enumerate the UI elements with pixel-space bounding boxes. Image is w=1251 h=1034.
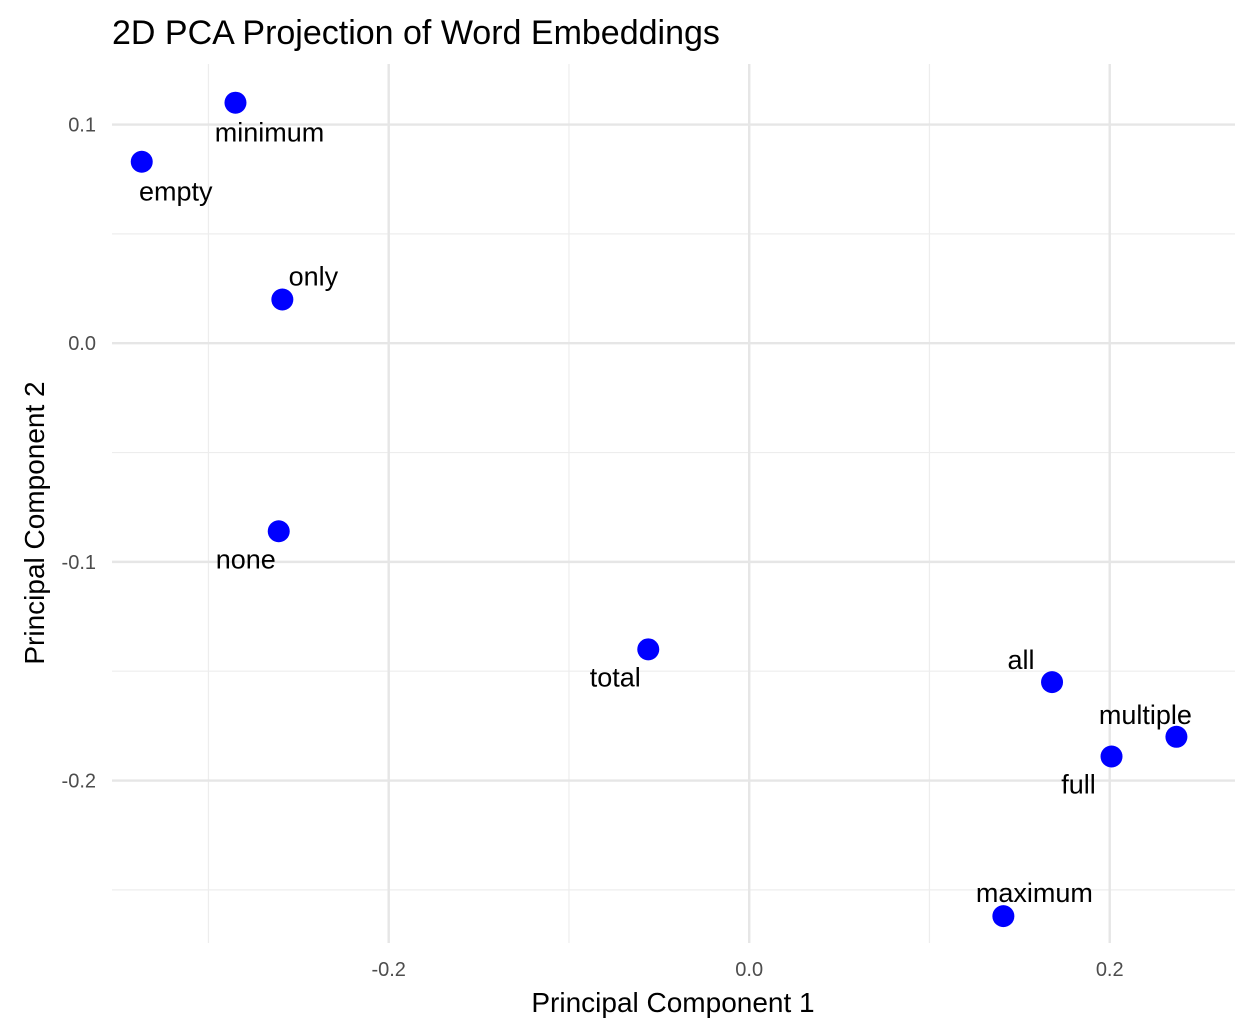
y-tick-label: -0.2 (62, 771, 96, 793)
point-label: multiple (1099, 700, 1192, 730)
x-tick-label: 0.2 (1096, 959, 1124, 981)
data-point (992, 905, 1015, 928)
data-points (130, 91, 1188, 928)
data-point (1100, 745, 1123, 768)
x-tick-label: -0.2 (371, 959, 405, 981)
data-point (1165, 725, 1188, 748)
y-axis-title: Principal Component 2 (19, 381, 50, 664)
data-point (130, 150, 153, 173)
point-label: empty (139, 177, 213, 207)
data-point (267, 520, 290, 543)
point-label: only (289, 261, 339, 291)
data-point (637, 638, 660, 661)
point-label: all (1008, 645, 1035, 675)
y-tick-label: 0.0 (68, 333, 96, 355)
x-axis-title: Principal Component 1 (531, 987, 814, 1018)
data-point (224, 91, 247, 114)
chart-title: 2D PCA Projection of Word Embeddings (112, 14, 720, 52)
x-tick-label: 0.0 (735, 959, 763, 981)
data-point (1041, 671, 1064, 694)
grid (112, 64, 1235, 943)
y-tick-label: -0.1 (62, 552, 96, 574)
point-label: total (590, 662, 641, 692)
data-point (271, 288, 294, 311)
point-label: maximum (976, 878, 1093, 908)
point-label: none (216, 544, 276, 574)
y-tick-label: 0.1 (68, 115, 96, 137)
axis-ticks: -0.2 0.0 0.2 0.1 0.0 -0.1 -0.2 (62, 115, 1124, 981)
point-label: minimum (215, 118, 325, 148)
point-label: full (1061, 769, 1096, 799)
